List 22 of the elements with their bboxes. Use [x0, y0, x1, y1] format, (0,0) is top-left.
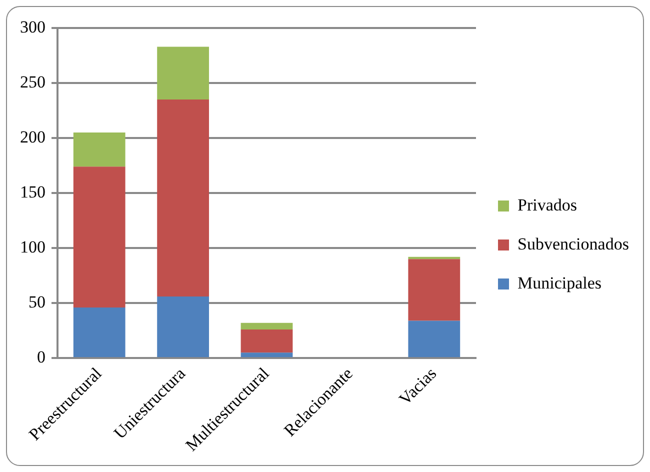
bar [73, 132, 126, 167]
bar [408, 259, 460, 321]
bar [408, 320, 460, 358]
legend-label: Municipales [518, 273, 602, 292]
y-tick-label: 150 [20, 182, 46, 202]
bar [157, 296, 209, 358]
bar [157, 100, 209, 297]
legend-label: Privados [518, 195, 577, 214]
bar [240, 330, 293, 353]
bar [73, 166, 126, 308]
y-tick-label: 50 [28, 292, 46, 312]
y-tick-label: 0 [37, 348, 46, 367]
y-tick-label: 100 [20, 238, 46, 257]
bar [408, 256, 460, 260]
y-tick-label: 300 [20, 17, 46, 36]
y-tick-label: 200 [20, 128, 46, 147]
bar [240, 322, 293, 330]
bar [157, 46, 209, 100]
legend-label: Subvencionados [518, 234, 629, 254]
bar [73, 308, 126, 358]
y-tick-label: 250 [20, 72, 46, 92]
bar [240, 352, 293, 358]
